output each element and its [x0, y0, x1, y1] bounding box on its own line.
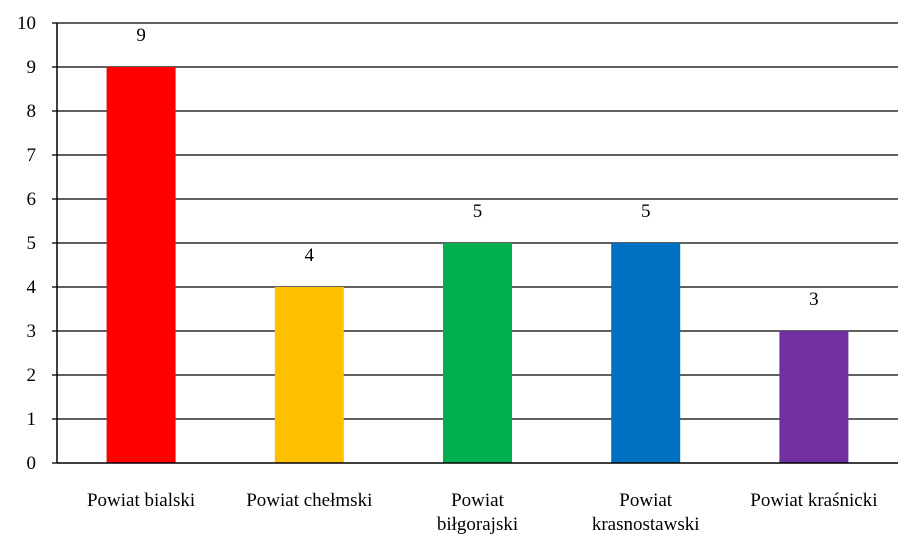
- data-labels: 9 4 5 5 3: [136, 25, 818, 310]
- y-tick-label: 1: [27, 409, 37, 430]
- y-tick-label: 4: [27, 277, 37, 298]
- data-label: 5: [641, 201, 651, 222]
- bar: [611, 243, 681, 463]
- y-tick-label: 9: [27, 57, 37, 78]
- category-label-line: biłgorajski: [437, 514, 518, 535]
- data-label: 5: [473, 201, 483, 222]
- data-label: 3: [809, 289, 819, 310]
- category-labels: Powiat bialski Powiat chełmski Powiat biłgo…: [87, 490, 877, 535]
- category-label-line: Powiat bialski: [87, 490, 195, 511]
- data-label: 4: [305, 245, 315, 266]
- category-label-line: Powiat: [619, 490, 673, 511]
- category-label-line: Powiat chełmski: [246, 490, 372, 511]
- y-tick-label: 10: [17, 13, 36, 34]
- y-tick-label: 8: [27, 101, 37, 122]
- y-tick-label: 7: [27, 145, 37, 166]
- y-tick-label: 2: [27, 365, 37, 386]
- category-label: Powiat chełmski: [246, 490, 372, 511]
- category-label: Powiat biłgorajski: [437, 490, 518, 535]
- bar: [274, 287, 344, 463]
- y-tick-label: 3: [27, 321, 37, 342]
- data-label: 9: [136, 25, 146, 46]
- category-label: Powiat bialski: [87, 490, 195, 511]
- y-tick-label: 5: [27, 233, 37, 254]
- y-tick-label: 6: [27, 189, 37, 210]
- category-label-line: Powiat kraśnicki: [750, 490, 877, 511]
- category-label: Powiat kraśnicki: [750, 490, 877, 511]
- y-axis-ticks: 0 1 2 3 4 5 6 7 8 9 10: [17, 13, 37, 474]
- y-tick-label: 0: [27, 453, 37, 474]
- category-label: Powiat krasnostawski: [592, 490, 700, 535]
- category-label-line: krasnostawski: [592, 514, 700, 535]
- bar: [779, 331, 849, 463]
- bar: [443, 243, 512, 463]
- bar: [106, 67, 176, 463]
- category-label-line: Powiat: [451, 490, 505, 511]
- bars: [106, 67, 849, 463]
